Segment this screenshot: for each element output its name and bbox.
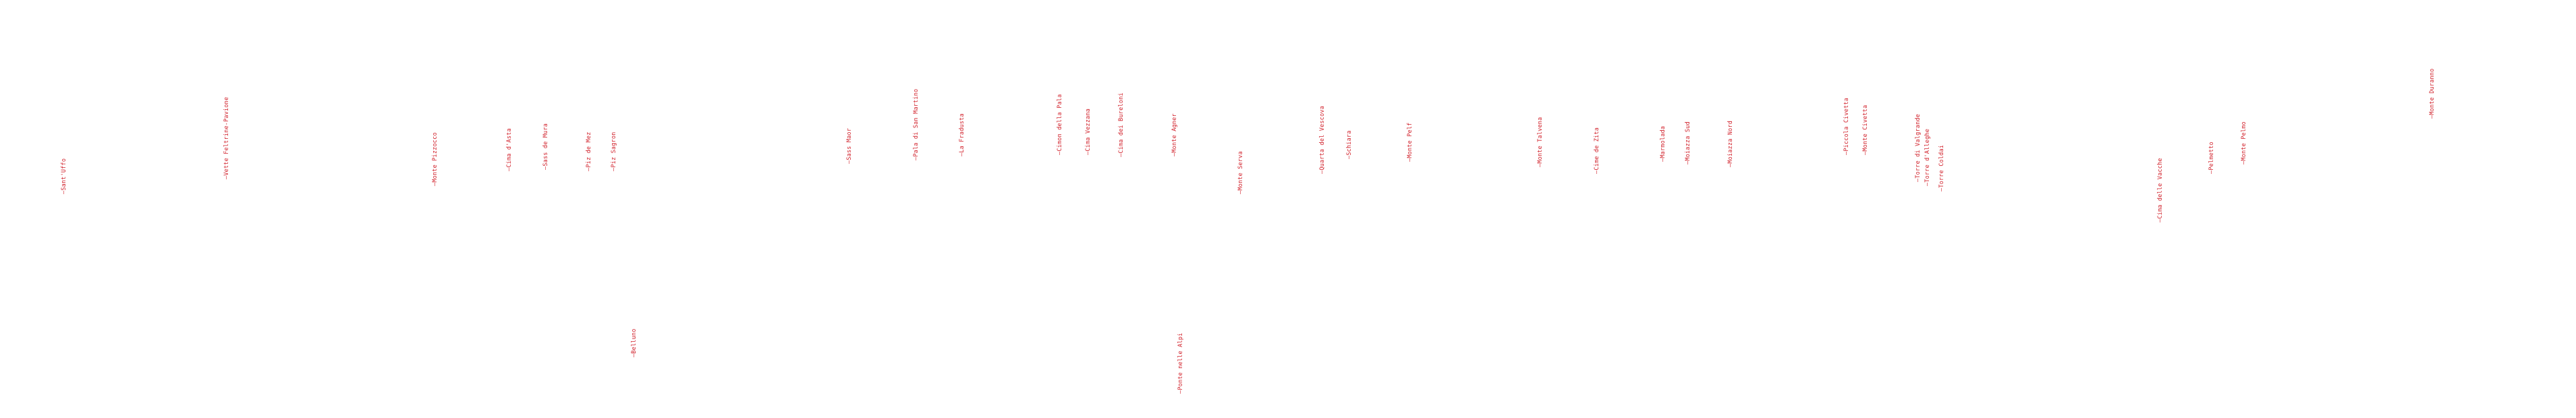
- peak-label: —Monte Agner: [1171, 113, 1178, 156]
- peak-label: —Pelmetto: [2208, 142, 2215, 174]
- peak-label: —Moiazza Sud: [1685, 121, 1691, 165]
- peak-label: —Piccola Civetta: [1843, 97, 1850, 155]
- peak-label: —La Fradusta: [959, 113, 965, 156]
- peak-label: —Vette Feltrine-Pavione: [223, 96, 230, 179]
- peak-label: —Marmolada: [1660, 125, 1667, 162]
- peak-label: —Torre d'Alleghe: [1924, 128, 1931, 186]
- peak-label: —Ponte nelle Alpi: [1177, 332, 1184, 394]
- peak-label: —Piz de Mez: [586, 131, 592, 172]
- peak-label: —Belluno: [631, 328, 638, 357]
- peak-label: —Monte Civetta: [1862, 104, 1869, 155]
- peak-label: —Torre di Valgrande: [1915, 113, 1922, 182]
- peak-label: —Cima delle Vacche: [2157, 158, 2164, 222]
- peak-label: —Monte Pelf: [1407, 122, 1413, 162]
- peak-label: —Cima dei Bureloni: [1118, 92, 1125, 157]
- peak-label: —Torre Coldai: [1938, 144, 1945, 191]
- peak-label: —Schiara: [1346, 130, 1353, 159]
- peak-label: —Cimon della Pala: [1057, 94, 1063, 155]
- peak-label: —Monte Pizzocco: [432, 132, 439, 186]
- peak-label: —Moiazza Nord: [1727, 120, 1734, 167]
- peak-label: —Monte Serva: [1237, 151, 1244, 194]
- peak-label: —Cime de Zita: [1594, 127, 1600, 174]
- peak-label: —Sant'Uffo: [61, 158, 67, 194]
- peak-label: —Cima Vezzana: [1085, 108, 1092, 155]
- peak-label: —Quarta del Vescova: [1319, 105, 1326, 174]
- peak-label: —Pala di San Martino: [913, 88, 920, 160]
- peak-label: —Monte Pelmo: [2241, 121, 2247, 165]
- peak-label: —Piz Sagron: [611, 131, 617, 172]
- peak-label: —Sass de Mura: [542, 123, 549, 170]
- peak-label: —Cima d'Asta: [506, 128, 513, 171]
- peak-label: —Sass Maor: [846, 127, 853, 164]
- peak-label: —Monte Duranno: [2429, 68, 2436, 119]
- peak-label: —Monte Talvena: [1537, 117, 1544, 167]
